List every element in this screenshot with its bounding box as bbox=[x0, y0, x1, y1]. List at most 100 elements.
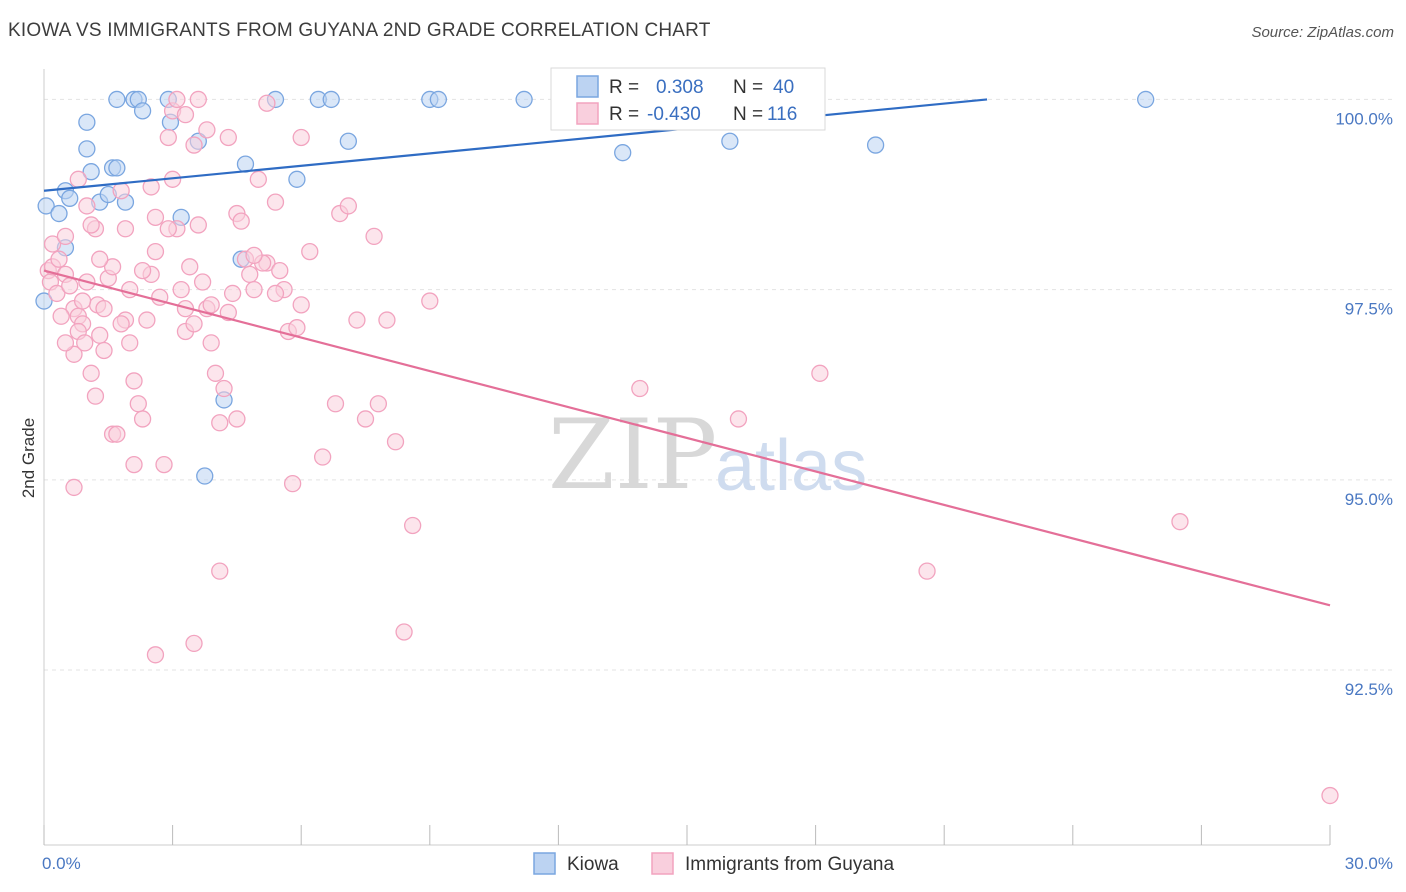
point-series-1-102 bbox=[91, 250, 109, 268]
point-series-1-86 bbox=[211, 562, 229, 580]
point-series-1-90 bbox=[288, 319, 306, 337]
trendline-series-0 bbox=[43, 98, 988, 192]
point-series-0-30 bbox=[339, 132, 358, 150]
point-series-0-29 bbox=[322, 90, 340, 109]
point-series-1-117 bbox=[112, 315, 130, 333]
point-series-1-65 bbox=[271, 261, 289, 280]
grid-layer bbox=[44, 98, 1395, 671]
stats-n-value-kiowa: 40 bbox=[773, 77, 794, 98]
point-series-1-110 bbox=[176, 105, 195, 124]
watermark-zip: ZIP bbox=[548, 399, 717, 511]
point-series-1-111 bbox=[266, 284, 285, 303]
point-series-1-12 bbox=[65, 345, 83, 363]
axes-layer: 100.0% 97.5% 95.0% 92.5% 0.0% 30.0% bbox=[42, 69, 1393, 873]
point-series-1-55 bbox=[215, 379, 233, 398]
point-series-1-93 bbox=[811, 364, 829, 382]
legend-swatch-kiowa bbox=[533, 852, 556, 875]
stats-swatch-kiowa bbox=[576, 75, 599, 98]
point-series-1-50 bbox=[193, 273, 212, 291]
point-series-1-54 bbox=[211, 414, 229, 432]
point-series-0-36 bbox=[721, 132, 739, 150]
point-series-1-105 bbox=[95, 299, 113, 318]
point-series-1-96 bbox=[1321, 786, 1339, 805]
point-series-1-36 bbox=[146, 242, 165, 261]
y-tick-label-0: 100.0% bbox=[1335, 109, 1393, 128]
point-series-1-34 bbox=[138, 311, 156, 329]
point-series-1-58 bbox=[232, 212, 250, 230]
point-series-0-4 bbox=[61, 189, 79, 207]
point-series-1-104 bbox=[52, 307, 70, 325]
chart-source: Source: ZipAtlas.com bbox=[1251, 24, 1394, 41]
stats-r-label-guyana: R = bbox=[609, 104, 639, 125]
point-series-1-39 bbox=[159, 128, 177, 147]
point-series-1-23 bbox=[103, 258, 122, 276]
point-series-1-72 bbox=[326, 395, 345, 413]
point-series-0-2 bbox=[50, 204, 68, 223]
point-series-1-120 bbox=[69, 170, 87, 188]
point-series-1-30 bbox=[108, 425, 126, 443]
point-series-1-44 bbox=[172, 280, 190, 299]
point-series-1-70 bbox=[301, 242, 319, 261]
point-series-1-87 bbox=[185, 315, 203, 333]
point-series-1-85 bbox=[185, 634, 203, 653]
point-series-0-6 bbox=[78, 113, 96, 131]
point-series-1-24 bbox=[112, 182, 130, 200]
point-series-1-81 bbox=[395, 623, 413, 641]
point-series-1-69 bbox=[292, 128, 310, 147]
point-series-0-34 bbox=[614, 144, 632, 162]
point-series-1-113 bbox=[292, 296, 310, 314]
point-series-1-109 bbox=[189, 90, 207, 109]
y-axis-title: 2nd Grade bbox=[19, 418, 38, 498]
point-series-1-64 bbox=[266, 193, 285, 211]
point-series-1-116 bbox=[56, 334, 75, 352]
point-series-1-99 bbox=[198, 121, 216, 139]
point-series-1-14 bbox=[76, 334, 94, 352]
legend-swatch-guyana bbox=[651, 852, 674, 875]
point-series-1-107 bbox=[133, 261, 152, 280]
point-series-0-33 bbox=[515, 90, 533, 109]
point-series-0-8 bbox=[78, 140, 96, 158]
stats-r-label-kiowa: R = bbox=[609, 77, 639, 98]
trend-layer bbox=[43, 98, 1331, 607]
point-series-1-17 bbox=[86, 387, 105, 405]
point-series-1-41 bbox=[168, 90, 186, 109]
point-series-1-91 bbox=[631, 379, 649, 398]
point-series-1-53 bbox=[206, 364, 225, 382]
point-series-0-14 bbox=[108, 90, 126, 109]
point-series-1-100 bbox=[146, 208, 165, 227]
point-series-1-92 bbox=[729, 410, 748, 428]
point-series-1-94 bbox=[918, 562, 936, 580]
point-series-1-2 bbox=[43, 235, 62, 253]
point-series-1-119 bbox=[258, 94, 276, 112]
point-series-1-61 bbox=[245, 280, 263, 299]
trendline-series-1 bbox=[43, 269, 1331, 607]
point-series-0-7 bbox=[82, 163, 100, 181]
point-series-0-32 bbox=[429, 90, 448, 109]
point-series-1-115 bbox=[223, 284, 242, 303]
point-series-1-89 bbox=[228, 410, 246, 428]
point-series-1-18 bbox=[65, 478, 83, 497]
point-series-1-32 bbox=[133, 410, 152, 428]
point-series-1-60 bbox=[241, 265, 259, 284]
point-series-1-27 bbox=[121, 334, 139, 352]
point-series-1-118 bbox=[202, 296, 220, 314]
point-series-1-62 bbox=[249, 170, 267, 188]
point-series-1-33 bbox=[129, 395, 147, 413]
point-series-1-84 bbox=[146, 646, 165, 664]
chart-title: KIOWA VS IMMIGRANTS FROM GUYANA 2ND GRAD… bbox=[8, 20, 711, 41]
point-series-1-95 bbox=[1171, 513, 1189, 531]
point-series-1-74 bbox=[339, 197, 358, 215]
point-series-1-76 bbox=[356, 410, 375, 428]
stats-r-value-guyana: -0.430 bbox=[647, 104, 701, 125]
y-tick-label-2: 95.0% bbox=[1345, 490, 1393, 509]
point-series-1-49 bbox=[189, 216, 207, 234]
point-series-1-83 bbox=[421, 292, 439, 310]
point-series-1-8 bbox=[61, 277, 79, 295]
point-series-1-5 bbox=[50, 250, 68, 268]
point-series-1-108 bbox=[245, 246, 263, 265]
point-series-1-121 bbox=[82, 216, 100, 234]
point-series-1-71 bbox=[313, 448, 332, 466]
point-series-1-80 bbox=[386, 433, 405, 451]
point-series-0-0 bbox=[35, 292, 53, 310]
